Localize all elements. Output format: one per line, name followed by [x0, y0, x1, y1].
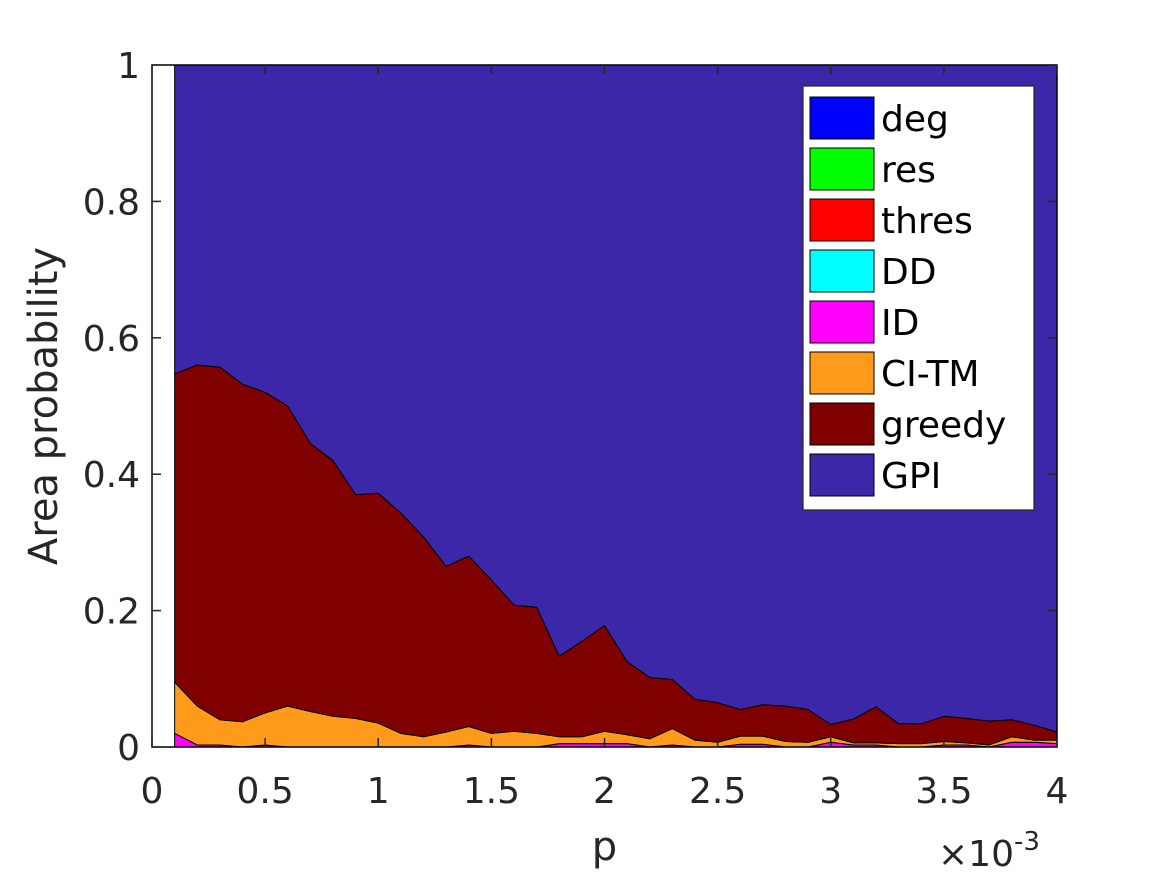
y-tick-label: 0.8: [83, 182, 140, 223]
x-axis-exponent-power: -3: [1014, 827, 1040, 857]
legend-swatch: [809, 402, 875, 446]
x-tick-label: 2.5: [689, 771, 746, 812]
y-tick-label: 0.4: [83, 455, 140, 496]
x-tick-label: 3: [819, 771, 842, 812]
x-axis-title: p: [592, 824, 617, 870]
legend-swatch: [809, 147, 875, 191]
x-axis-exponent-base: ×10: [938, 834, 1014, 875]
legend-label: CI-TM: [881, 354, 980, 395]
x-tick-label: 0.5: [236, 771, 293, 812]
legend-swatch: [809, 453, 875, 497]
legend-label: ID: [881, 303, 919, 344]
x-tick-label: 1.5: [463, 771, 520, 812]
y-axis: 0 0.2 0.4 0.6 0.8 1: [83, 46, 1057, 769]
x-tick-label: 4: [1046, 771, 1069, 812]
y-axis-title: Area probability: [21, 247, 67, 565]
legend-label: greedy: [881, 405, 1006, 446]
y-tick-label: 0.6: [83, 319, 140, 360]
x-tick-label: 0: [141, 771, 164, 812]
legend-label: deg: [881, 99, 949, 140]
x-tick-label: 3.5: [915, 771, 972, 812]
legend-swatch: [809, 351, 875, 395]
x-axis-exponent: ×10-3: [938, 827, 1040, 875]
y-tick-label: 0.2: [83, 592, 140, 633]
legend-swatch: [809, 198, 875, 242]
x-tick-label: 1: [367, 771, 390, 812]
x-tick-label: 2: [593, 771, 616, 812]
legend: deg res thres DD ID CI-TM greedy GPI: [802, 85, 1035, 511]
y-tick-label: 1: [117, 46, 140, 87]
y-tick-label: 0: [117, 728, 140, 769]
legend-label: GPI: [881, 456, 941, 497]
x-axis: 0 0.5 1 1.5 2 2.5 3 3.5 4: [141, 65, 1069, 812]
legend-swatch: [809, 96, 875, 140]
legend-label: thres: [881, 201, 973, 242]
legend-label: DD: [881, 252, 936, 293]
legend-swatch: [809, 300, 875, 344]
legend-label: res: [881, 150, 936, 191]
legend-swatch: [809, 249, 875, 293]
